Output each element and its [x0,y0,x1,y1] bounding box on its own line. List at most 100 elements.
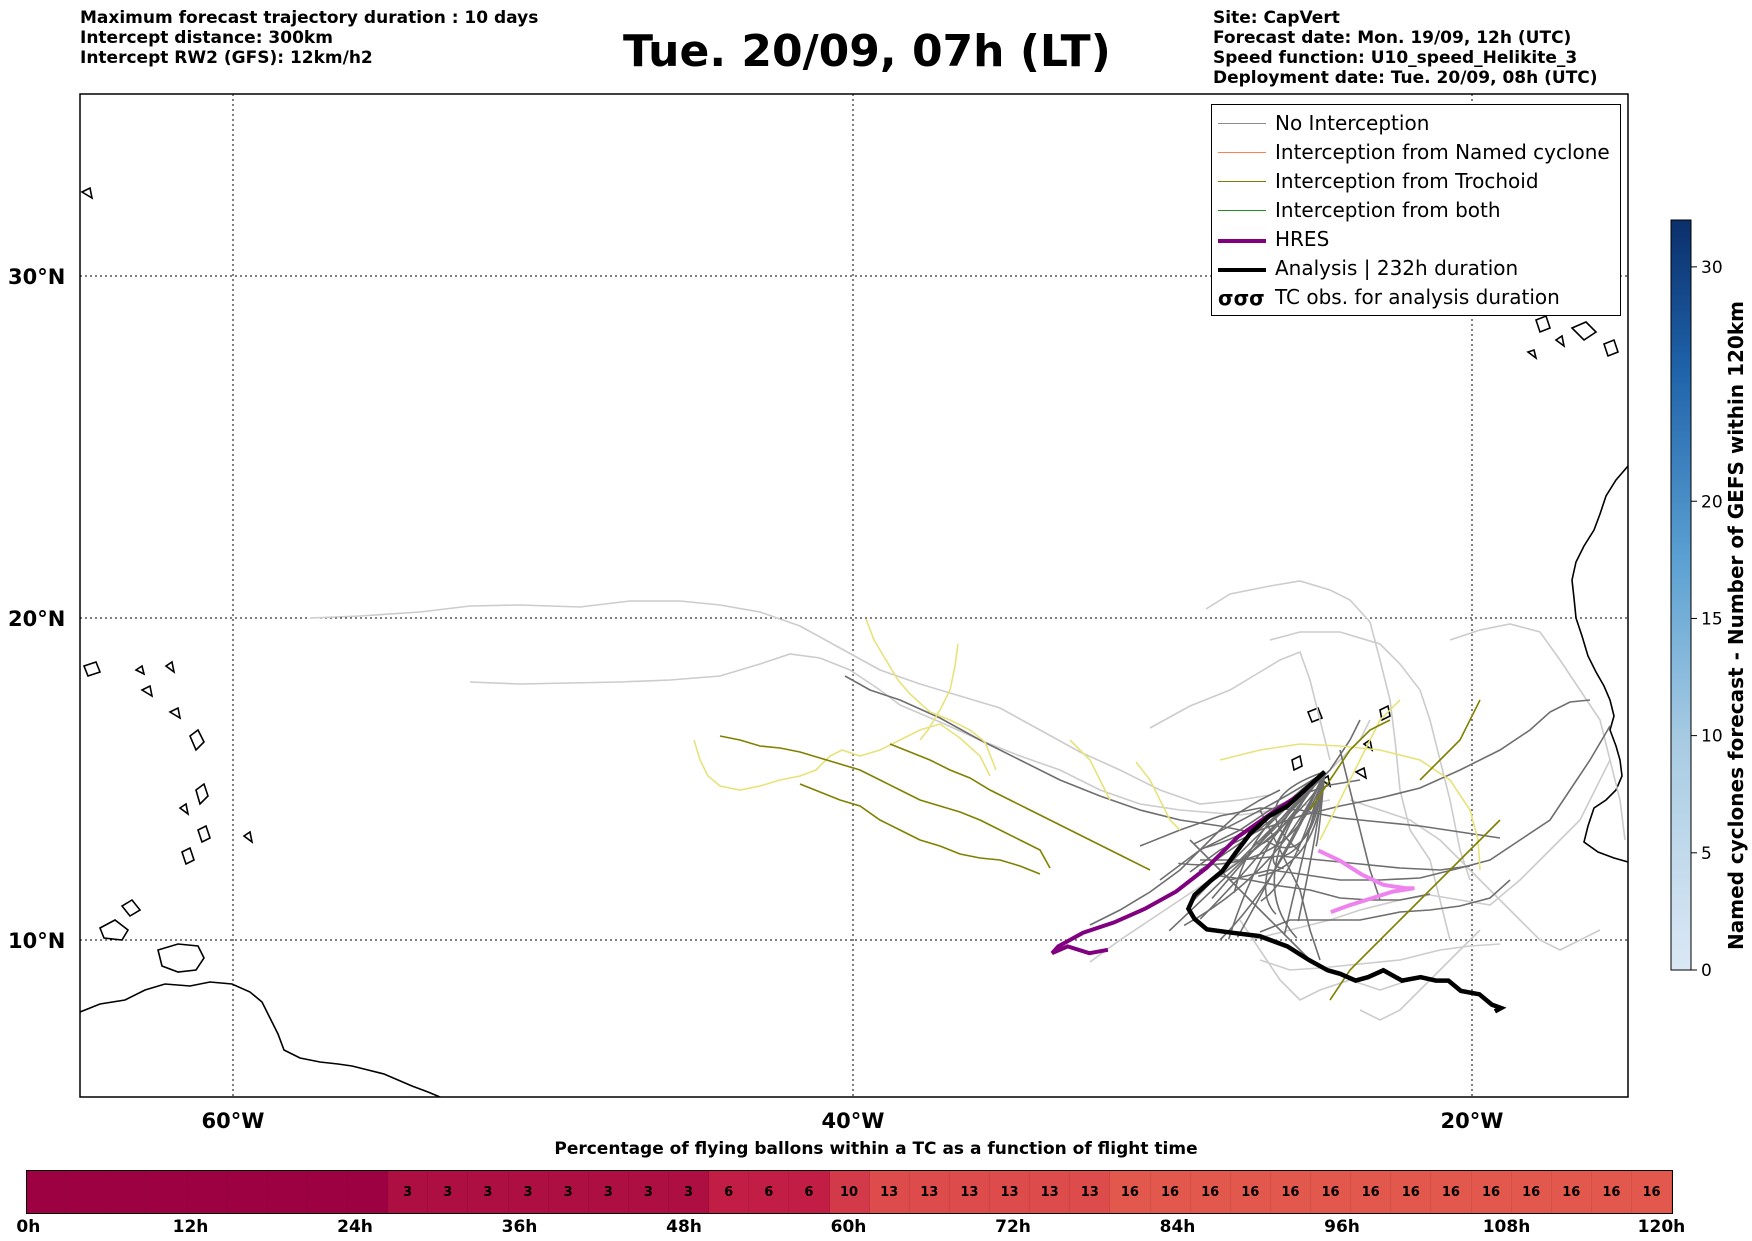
timeline-caption: Percentage of flying ballons within a TC… [554,1139,1198,1159]
header-intercept-distance: Intercept distance: 300km [80,28,333,48]
timeline-cell [267,1171,308,1213]
legend-item: Interception from Trochoid [1212,167,1620,196]
header-intercept-rw2: Intercept RW2 (GFS): 12km/h2 [80,48,373,68]
timeline-cell: 16 [1311,1171,1352,1213]
trochoid-trajectory-light [1219,743,1481,871]
timeline-cell: 13 [1030,1171,1071,1213]
trochoid-trajectories [693,618,1501,1001]
timeline-cell: 13 [949,1171,990,1213]
trochoid-trajectory [1419,699,1481,781]
timeline-cell: 3 [669,1171,710,1213]
coastlines [80,186,1628,1097]
legend-line-swatch [1218,152,1266,153]
colorbar-tick-label: 15 [1701,609,1723,629]
lon-label-20: 20°W [1441,1109,1504,1133]
timeline-cell: 13 [869,1171,910,1213]
timeline-cell: 16 [1351,1171,1392,1213]
no-interception-trajectory-light [1149,650,1331,761]
timeline-tick-label: 84h [1159,1217,1196,1237]
south-america-coast [80,981,441,1097]
trinidad [157,943,205,973]
legend-item: HRES [1212,225,1620,254]
no-interception-trajectory-light [309,600,1271,805]
timeline-cell [147,1171,188,1213]
timeline-cell: 13 [990,1171,1031,1213]
no-interception-trajectory-light [1259,943,1501,971]
legend-line-swatch [1218,268,1266,272]
timeline-bar: 3 3 3 3 3 3 3 3 6 6 6 10 13 13 13 13 13 13 16 16 16 16 16 16 16 1… [26,1170,1673,1214]
legend-label: Interception from both [1275,198,1501,222]
colorbar: 0 5 10 15 20 30 [1670,219,1723,981]
atlantic-islet [80,186,94,200]
timeline-cell [27,1171,68,1213]
lesser-antilles [82,660,254,866]
timeline-tick-label: 24h [337,1217,373,1237]
trochoid-trajectory-light [865,618,997,771]
no-interception-trajectory-light [1449,623,1626,841]
header-left: Maximum forecast trajectory duration : 1… [80,8,538,68]
colorbar-tick-label: 20 [1701,492,1723,512]
legend-label: No Interception [1275,111,1430,135]
no-interception-trajectory-bundle [1315,771,1326,847]
legend-label: TC obs. for analysis duration [1275,285,1560,309]
header-right: Site: CapVert Forecast date: Mon. 19/09,… [1213,8,1598,88]
no-interception-trajectory [1259,879,1511,933]
no-interception-trajectory-bundle [1178,771,1326,866]
timeline-cell: 16 [1431,1171,1472,1213]
map-tick-labels: 30°N 20°N 10°N 60°W 40°W 20°W [8,265,1503,1133]
analysis-line [1185,770,1507,1014]
timeline-tick-label: 120h [1637,1217,1686,1237]
africa-coast [1571,465,1628,863]
timeline-cell [67,1171,108,1213]
legend-item: No Interception [1212,109,1620,138]
timeline-cell: 6 [749,1171,790,1213]
no-interception-trajectory-light [1359,929,1481,1021]
colorbar-label: Named cyclones forecast - Number of GEFS… [1724,301,1748,950]
legend: No Interception Interception from Named c… [1211,104,1621,316]
trochoid-trajectory [799,783,1041,875]
timeline-tick-label: 72h [995,1217,1031,1237]
no-interception-trajectory [1229,725,1611,881]
timeline-cell: 10 [829,1171,870,1213]
timeline-tick-label: 60h [830,1217,867,1237]
lat-label-20: 20°N [8,607,65,631]
legend-label: Analysis | 232h duration [1275,256,1519,280]
header-site: Site: CapVert [1213,8,1340,28]
no-interception-trajectory [1189,839,1311,961]
timeline-cell [107,1171,148,1213]
no-interception-trajectory [1189,699,1591,873]
no-interception-trajectory [844,675,1251,833]
lon-label-60: 60°W [202,1109,265,1133]
legend-label: HRES [1275,227,1330,251]
lon-label-40: 40°W [822,1109,885,1133]
trochoid-trajectory-light [693,723,991,791]
timeline-cell: 3 [628,1171,669,1213]
caribbean-islands [98,898,142,941]
tc-symbol-icon: σσσ [1218,286,1265,310]
timeline-cell: 16 [1511,1171,1552,1213]
no-interception-trajectory [1219,875,1431,901]
legend-item: Analysis | 232h duration [1212,254,1620,283]
lat-label-10: 10°N [8,929,65,953]
no-interception-trajectories [309,580,1626,1021]
timeline-cell: 13 [909,1171,950,1213]
timeline-cell: 3 [508,1171,549,1213]
colorbar-gradient [1670,219,1692,971]
timeline-cell: 3 [468,1171,509,1213]
trochoid-trajectory-light [919,643,959,741]
colorbar-tick-label: 5 [1701,844,1712,864]
lat-label-30: 30°N [8,265,65,289]
no-interception-trajectory-bundle [1199,771,1326,920]
timeline-cell: 16 [1150,1171,1191,1213]
header-forecast-date: Forecast date: Mon. 19/09, 12h (UTC) [1213,28,1572,48]
colorbar-tick-label: 0 [1701,961,1712,981]
timeline-ticks: 0h 12h 24h 36h 48h 60h 72h 84h 96h 108h 120h [0,1214,1752,1238]
timeline-cell: 16 [1190,1171,1231,1213]
timeline-tick-label: 36h [501,1217,538,1237]
timeline-cell: 6 [789,1171,830,1213]
timeline-tick-label: 12h [172,1217,209,1237]
timeline-tick-label: 48h [666,1217,702,1237]
timeline-cell: 16 [1270,1171,1311,1213]
timeline-cell: 16 [1110,1171,1151,1213]
header-duration: Maximum forecast trajectory duration : 1… [80,8,539,28]
